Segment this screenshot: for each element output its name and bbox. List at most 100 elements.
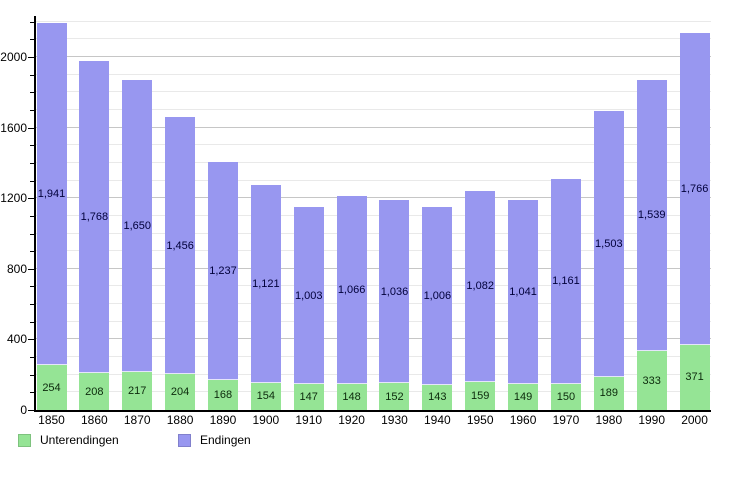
legend-label-endingen: Endingen — [200, 433, 251, 447]
x-tick-label: 1950 — [466, 413, 494, 427]
bar-segment-unterendingen — [636, 351, 667, 410]
gridline — [36, 356, 711, 358]
bar-segment-unterendingen — [36, 365, 67, 410]
x-tick-label: 1970 — [552, 413, 580, 427]
legend-swatch-endingen-icon — [178, 433, 191, 447]
y-axis-tick — [30, 251, 34, 253]
bar-segment-unterendingen — [79, 373, 110, 410]
bar-segment-unterendingen — [207, 380, 238, 410]
bar-value-label-endingen: 1,941 — [37, 187, 66, 200]
bar-group-1960: 1,041 149 — [508, 16, 539, 410]
y-axis-line — [34, 16, 36, 412]
y-tick-label: 800 — [6, 261, 27, 276]
bar-value-label-unterendingen: 371 — [685, 371, 704, 384]
gridline — [36, 20, 711, 22]
y-axis-tick — [30, 109, 34, 111]
gridline — [36, 285, 711, 287]
y-axis-tick — [28, 410, 34, 411]
bar-group-1890: 1,237 168 — [207, 16, 238, 410]
bar-value-label-endingen: 1,041 — [509, 285, 537, 298]
bar-segment-unterendingen — [679, 344, 710, 410]
gridline — [36, 91, 711, 93]
bar-value-label-unterendingen: 333 — [642, 374, 661, 387]
bar-value-label-endingen: 1,503 — [595, 238, 623, 251]
gridline — [36, 391, 711, 393]
bar-value-label-endingen: 1,121 — [252, 277, 280, 290]
gridline — [36, 338, 711, 340]
y-axis-tick — [30, 21, 34, 23]
legend-item-endingen: Endingen — [178, 432, 251, 448]
y-tick-label: 0 — [20, 403, 27, 417]
x-axis-line — [34, 410, 711, 412]
y-axis-tick — [30, 92, 34, 94]
bar-segment-unterendingen — [379, 383, 410, 410]
x-tick-label: 1860 — [81, 413, 108, 427]
bar-segment-unterendingen — [336, 383, 367, 410]
bar-value-label-endingen: 1,161 — [552, 275, 580, 288]
gridline — [36, 303, 711, 305]
bar-value-label-unterendingen: 208 — [85, 385, 104, 398]
y-axis-tick — [30, 321, 34, 323]
bar-value-label-unterendingen: 204 — [170, 386, 190, 398]
bar-group-1950: 1,082 159 — [465, 16, 496, 410]
bar-segment-endingen — [122, 80, 153, 372]
bar-value-label-unterendingen: 168 — [213, 389, 233, 402]
bar-segment-unterendingen — [508, 383, 539, 410]
bar-group-1920: 1,066 148 — [336, 16, 367, 410]
bar-value-label-unterendingen: 189 — [599, 387, 618, 400]
x-tick-label: 1990 — [638, 413, 666, 427]
bar-value-label-endingen: 1,237 — [209, 265, 237, 278]
gridline — [36, 73, 711, 75]
bar-value-label-unterendingen: 159 — [471, 389, 490, 402]
bar-value-label-unterendingen: 152 — [385, 390, 404, 403]
gridline — [36, 56, 711, 57]
bar-segment-endingen — [79, 61, 110, 374]
bar-segment-unterendingen — [550, 383, 581, 410]
y-tick-label: 1600 — [0, 120, 27, 135]
legend-label-unterendingen: Unterendingen — [40, 433, 119, 447]
bar-segment-endingen — [636, 79, 667, 352]
x-tick-label: 1960 — [509, 413, 537, 427]
gridline — [36, 320, 711, 322]
y-tick-label: 2000 — [0, 50, 27, 64]
bar-value-label-endingen: 1,766 — [680, 182, 709, 195]
x-tick-label: 1850 — [38, 413, 65, 427]
bar-segment-unterendingen — [250, 382, 281, 410]
bar-segment-endingen — [379, 200, 410, 384]
bar-value-label-unterendingen: 150 — [556, 390, 576, 403]
bar-segment-endingen — [36, 22, 67, 366]
y-axis-tick — [30, 162, 34, 164]
bar-group-1910: 1,003 147 — [293, 16, 324, 410]
bar-value-label-unterendingen: 143 — [428, 391, 447, 404]
bar-group-1990: 1,539 333 — [636, 16, 667, 410]
y-axis-tick — [30, 215, 34, 217]
bar-segment-endingen — [336, 195, 367, 384]
bar-group-1970: 1,161 150 — [550, 16, 581, 410]
bar-value-label-endingen: 1,006 — [423, 289, 452, 302]
x-tick-label: 1880 — [166, 413, 194, 427]
bar-value-label-unterendingen: 147 — [299, 391, 318, 404]
gridline — [36, 179, 711, 181]
plot-area: 1,941 254 1,768 208 1,650 217 1,456 204 1,237 168… — [36, 16, 711, 410]
bar-segment-unterendingen — [122, 371, 153, 410]
bar-value-label-unterendingen: 148 — [342, 390, 361, 403]
bar-segment-unterendingen — [593, 376, 624, 410]
y-axis-tick — [30, 145, 34, 147]
bar-segment-endingen — [207, 162, 238, 381]
y-axis-tick — [30, 286, 34, 288]
gridline — [36, 232, 711, 234]
x-tick-label: 1920 — [338, 413, 365, 427]
bar-value-label-endingen: 1,003 — [294, 289, 323, 302]
y-axis-tick — [28, 268, 34, 270]
y-axis-tick — [30, 74, 34, 76]
bar-value-label-unterendingen: 149 — [513, 390, 533, 403]
bar-group-1980: 1,503 189 — [593, 16, 624, 410]
bar-group-2000: 1,766 371 — [679, 16, 710, 410]
x-tick-label: 1910 — [295, 413, 323, 427]
gridline — [36, 267, 711, 269]
y-axis-tick — [28, 127, 34, 129]
y-tick-label: 1200 — [0, 191, 27, 206]
gridline — [36, 161, 711, 163]
x-tick-label: 1900 — [252, 413, 280, 427]
